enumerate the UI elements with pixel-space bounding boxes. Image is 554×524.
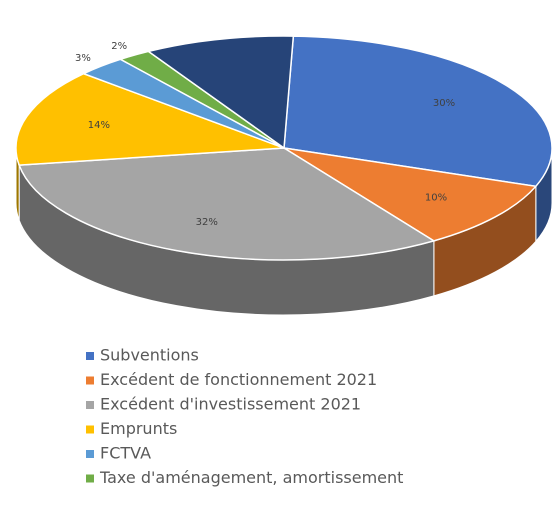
slice-label: 2% (111, 41, 127, 52)
legend-swatch (86, 450, 94, 458)
slice-label: 30% (433, 98, 455, 109)
slice (18, 147, 436, 261)
legend-label: Emprunts (100, 419, 177, 438)
legend-label: Subventions (100, 346, 199, 365)
slice (283, 147, 538, 242)
slice-label: 3% (75, 53, 91, 64)
legend-swatch (86, 474, 94, 483)
legend-swatch (86, 401, 94, 409)
legend-label: FCTVA (100, 444, 151, 463)
slice (146, 35, 295, 150)
legend-swatch (86, 376, 94, 385)
slice-label: 32% (196, 217, 218, 228)
slice-label: 14% (88, 120, 110, 131)
legend-label: Excédent d'investissement 2021 (100, 395, 361, 414)
legend-swatch (86, 352, 94, 360)
legend-label: Taxe d'aménagement, amortissement (99, 468, 403, 487)
slice (283, 35, 553, 188)
slice (15, 72, 285, 166)
slice-label: 10% (425, 193, 447, 204)
legend-label: Excédent de fonctionnement 2021 (100, 370, 377, 389)
legend-swatch (86, 425, 94, 434)
